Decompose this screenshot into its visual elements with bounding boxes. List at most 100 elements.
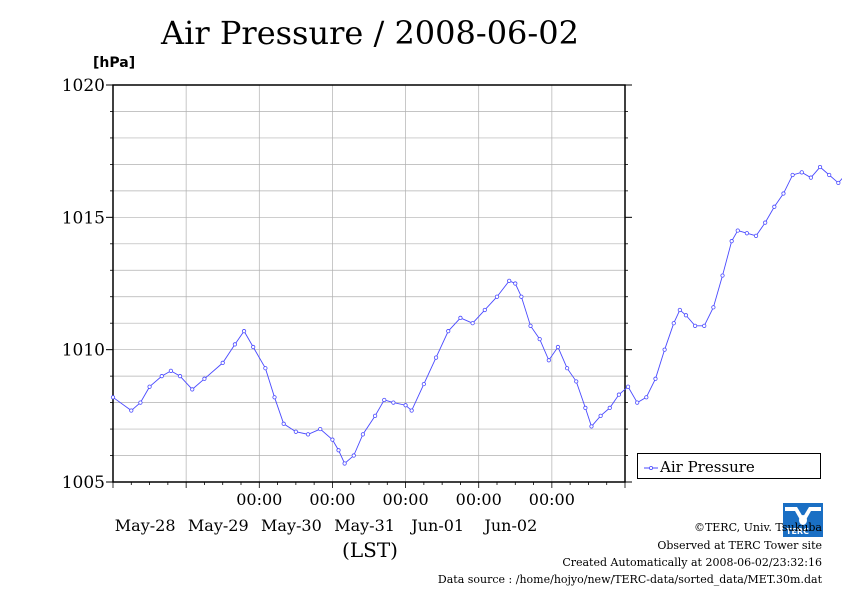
data-point xyxy=(220,360,225,365)
data-point xyxy=(546,358,551,363)
y-tick-label: 1020 xyxy=(62,76,105,96)
data-point xyxy=(653,376,658,381)
data-point xyxy=(360,432,366,437)
y-tick-label: 1010 xyxy=(62,341,105,361)
data-point xyxy=(421,381,426,387)
y-unit-label: [hPa] xyxy=(93,55,136,71)
data-point xyxy=(574,379,579,384)
data-point xyxy=(763,220,768,225)
data-point xyxy=(202,376,207,381)
terc-logo-icon xyxy=(783,503,823,537)
data-point xyxy=(513,281,518,286)
grid-lines xyxy=(113,85,625,482)
data-point xyxy=(446,329,451,334)
data-point xyxy=(808,175,814,180)
y-tick-label: 1005 xyxy=(62,473,105,493)
data-point xyxy=(711,305,716,310)
credit-source: Data source : /home/hojyo/new/TERC-data/… xyxy=(437,573,822,586)
data-point xyxy=(507,278,512,283)
data-point xyxy=(671,321,676,326)
data-point xyxy=(537,336,542,342)
data-point xyxy=(482,307,487,313)
date-label: May-31 xyxy=(334,516,395,535)
data-point xyxy=(458,315,463,321)
data-point xyxy=(330,437,335,442)
y-tick-label: 1015 xyxy=(62,208,105,228)
data-point xyxy=(817,164,823,170)
date-label: Jun-01 xyxy=(409,516,464,535)
data-point xyxy=(263,366,268,371)
data-point xyxy=(753,233,759,238)
legend: Air Pressure xyxy=(637,453,821,479)
series-line xyxy=(112,166,842,465)
data-point xyxy=(318,426,323,432)
x-axis-label: (LST) xyxy=(342,538,398,562)
data-point xyxy=(781,191,786,196)
data-point xyxy=(677,307,682,313)
x-tick-label: 00:00 xyxy=(309,490,355,509)
data-point xyxy=(635,400,640,405)
data-point xyxy=(177,374,183,379)
data-point xyxy=(168,368,174,373)
x-tick-label: 00:00 xyxy=(236,490,282,509)
data-point xyxy=(735,228,740,233)
data-point xyxy=(138,400,143,405)
data-point xyxy=(190,387,195,392)
series-air-pressure xyxy=(110,164,842,466)
data-point xyxy=(729,239,734,244)
data-point xyxy=(644,395,649,400)
chart-title: Air Pressure / 2008-06-02 xyxy=(161,14,579,52)
data-point xyxy=(336,448,341,453)
plot-frame xyxy=(112,84,626,483)
data-point xyxy=(110,395,116,400)
x-tick-label: 00:00 xyxy=(456,490,502,509)
date-label: Jun-02 xyxy=(482,516,537,535)
data-point xyxy=(625,384,631,389)
data-point xyxy=(827,172,832,178)
credit-created: Created Automatically at 2008-06-02/23:3… xyxy=(562,556,822,569)
terc-logo xyxy=(783,503,823,537)
data-point xyxy=(662,347,667,352)
data-point xyxy=(251,344,256,350)
data-point xyxy=(351,453,356,458)
data-point xyxy=(382,397,387,403)
logo-text: TERC xyxy=(786,527,809,536)
data-point xyxy=(391,400,396,405)
data-point xyxy=(281,421,286,426)
data-point xyxy=(799,170,804,175)
data-point xyxy=(683,313,689,318)
date-label: May-28 xyxy=(115,516,176,535)
legend-label: Air Pressure xyxy=(660,458,755,476)
data-point xyxy=(555,344,561,350)
data-point xyxy=(494,294,500,299)
data-point xyxy=(702,323,707,328)
data-point xyxy=(744,231,750,236)
axis-ticks: 1005 1010 1015 1020 00:00 00:00 00:00 00:00 00:0… xyxy=(62,76,632,535)
data-point xyxy=(433,355,439,360)
data-point xyxy=(372,413,378,418)
credit-copyright: ©TERC, Univ. Tsukuba xyxy=(693,521,822,534)
data-point xyxy=(305,432,311,437)
data-point xyxy=(519,294,524,299)
data-point xyxy=(616,392,622,397)
x-tick-label: 00:00 xyxy=(529,490,575,509)
x-tick-label: 00:00 xyxy=(383,490,429,509)
data-point xyxy=(598,413,603,418)
data-point xyxy=(342,461,347,466)
data-point xyxy=(241,329,247,334)
legend-swatch xyxy=(644,466,658,470)
data-point xyxy=(790,172,795,178)
data-point xyxy=(772,204,777,209)
data-point xyxy=(583,405,588,410)
data-point xyxy=(129,408,134,413)
data-point xyxy=(836,180,841,186)
data-point xyxy=(272,395,277,400)
data-point xyxy=(409,408,414,413)
data-point xyxy=(692,323,698,328)
data-point xyxy=(232,342,238,347)
data-point xyxy=(403,403,408,408)
credit-observed: Observed at TERC Tower site xyxy=(657,539,822,552)
data-point xyxy=(293,429,298,434)
date-label: May-30 xyxy=(261,516,322,535)
